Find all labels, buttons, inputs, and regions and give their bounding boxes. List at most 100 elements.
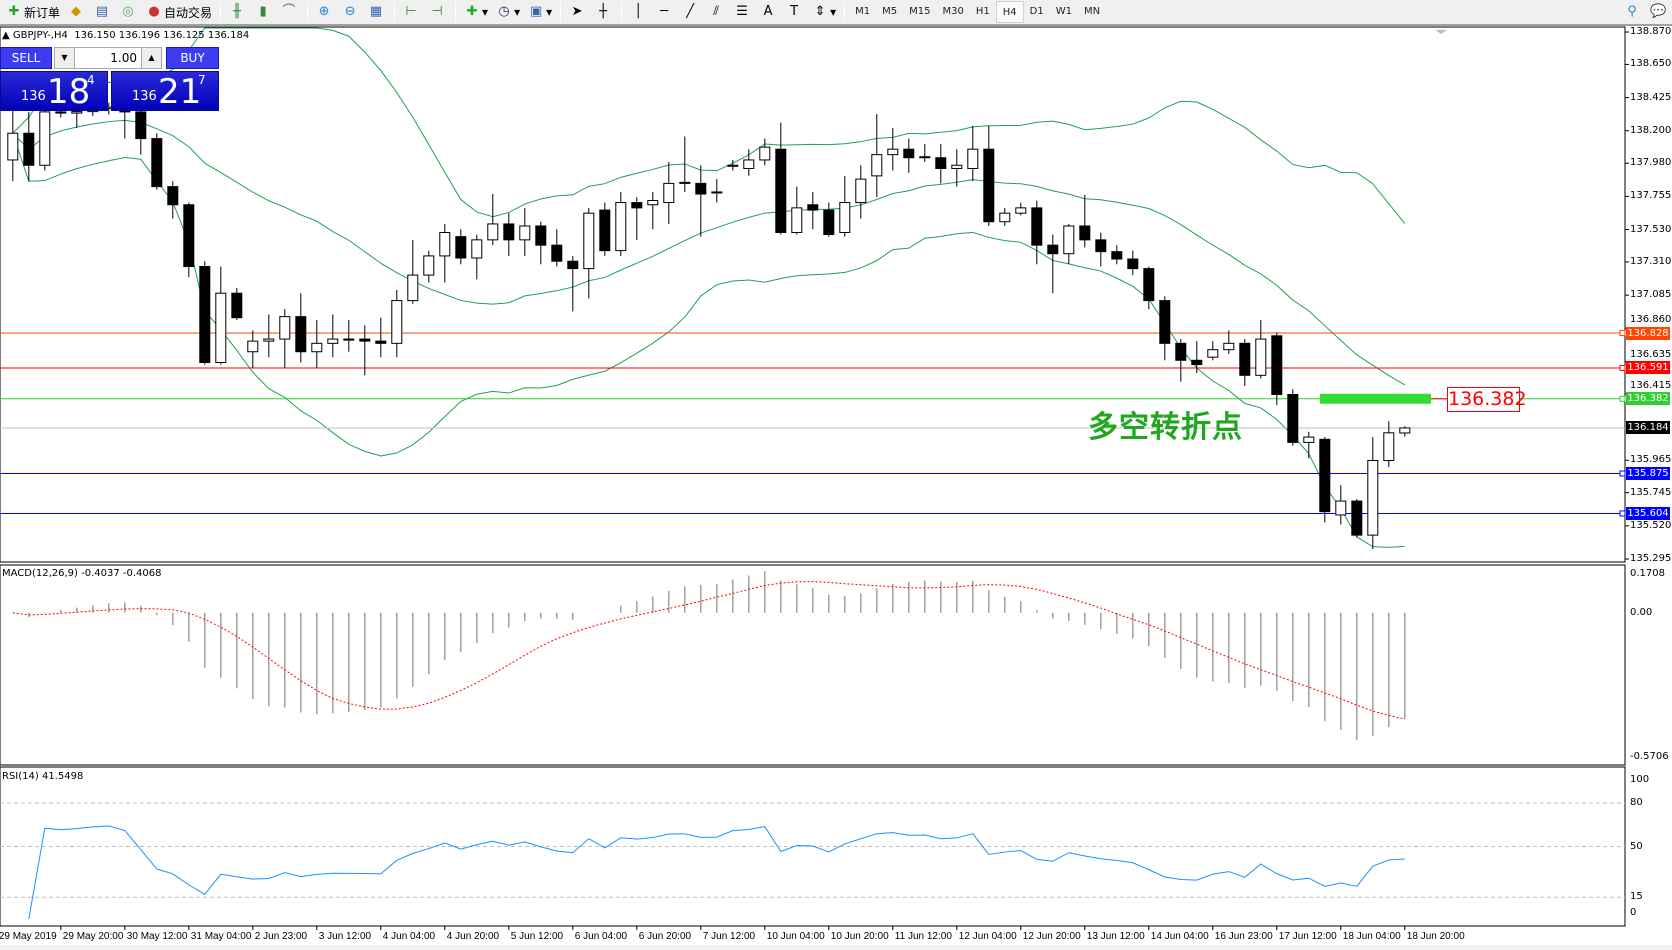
text-button[interactable]: A	[756, 1, 782, 23]
autoscroll-button[interactable]: ⊣	[425, 1, 451, 23]
arrows-icon: ⇕	[814, 4, 826, 19]
sell-button[interactable]: SELL	[0, 47, 52, 69]
search-button[interactable]: ⚲	[1620, 1, 1646, 23]
chat-icon: 💬	[1650, 4, 1667, 19]
new-order-button[interactable]: ✚ 新订单	[2, 1, 64, 23]
periods-button[interactable]: ◷ ▾	[492, 1, 524, 23]
auto-trading-button[interactable]: ● 自动交易	[142, 1, 216, 23]
candle-body	[1383, 432, 1395, 462]
time-label: 5 Jun 12:00	[510, 931, 564, 942]
tile-windows-icon: ▦	[369, 4, 383, 19]
time-label: 3 Jun 12:00	[318, 931, 372, 942]
fibonacci-button[interactable]: ☰	[730, 1, 756, 23]
price-tick-label: 138.650	[1630, 58, 1672, 70]
candle	[1207, 341, 1219, 361]
candle-body	[311, 342, 323, 353]
lot-increase-button[interactable]: ▲	[141, 48, 161, 68]
candle-body	[1159, 300, 1171, 344]
candle	[775, 122, 787, 235]
candle	[903, 138, 915, 173]
timeframe-m5[interactable]: M5	[882, 6, 898, 17]
separator	[621, 2, 623, 22]
auto-trading-label: 自动交易	[164, 5, 213, 20]
timeframe-w1[interactable]: W1	[1055, 6, 1072, 17]
lot-size-input[interactable]: ▼ 1.00 ▲	[54, 47, 162, 69]
candle-body	[167, 186, 179, 206]
line-chart-button[interactable]: ⌒	[277, 1, 303, 23]
ask-fraction: 7	[198, 73, 206, 87]
candle-body	[935, 157, 947, 170]
candle-body	[775, 148, 787, 233]
timeframe-h4[interactable]: H4	[995, 1, 1024, 23]
lot-decrease-button[interactable]: ▼	[55, 48, 75, 68]
candle-body	[631, 202, 643, 209]
navigator-button[interactable]: ◆	[64, 1, 90, 23]
bid-fraction: 4	[87, 73, 95, 87]
candle-body	[71, 111, 83, 114]
tile-windows-button[interactable]: ▦	[364, 1, 390, 23]
chart-area[interactable]	[0, 26, 1672, 950]
time-label: 2 Jun 23:00	[254, 931, 308, 942]
ask-price-button[interactable]: 136 21 7	[111, 71, 219, 111]
candle	[855, 165, 867, 219]
candle	[519, 207, 531, 256]
candle	[631, 197, 643, 240]
timeframe-d1[interactable]: D1	[1029, 6, 1044, 17]
candle	[263, 314, 275, 358]
indicators-button[interactable]: ✚ ▾	[460, 1, 492, 23]
text-label-button[interactable]: T	[782, 1, 808, 23]
candlestick-icon: ▮	[259, 4, 267, 19]
timeframe-m30[interactable]: M30	[942, 6, 964, 17]
candle	[983, 125, 995, 226]
candle	[343, 319, 355, 352]
bar-chart-button[interactable]: ╫	[225, 1, 251, 23]
zoom-out-button[interactable]: ⊖	[338, 1, 364, 23]
current-price-label: 136.184	[1626, 421, 1670, 435]
candle-body	[359, 338, 371, 342]
timeframe-m1[interactable]: M1	[855, 6, 871, 17]
vertical-line-button[interactable]: │	[626, 1, 652, 23]
timeframe-mn[interactable]: MN	[1083, 6, 1101, 17]
candle-body	[1207, 349, 1219, 358]
candle-body	[871, 154, 883, 177]
candle	[231, 287, 243, 320]
candle-body	[1015, 207, 1027, 214]
candle	[135, 106, 147, 155]
rsi-tick-label: 100	[1630, 774, 1650, 785]
market-watch-button[interactable]: ▤	[90, 1, 116, 23]
equidistant-channel-button[interactable]: ⫽	[704, 1, 730, 23]
crosshair-icon: ┼	[599, 4, 608, 19]
candle-body	[519, 225, 531, 241]
candle-body	[1127, 258, 1139, 270]
candle-body	[7, 132, 19, 161]
candle	[791, 186, 803, 235]
lot-value[interactable]: 1.00	[110, 51, 137, 65]
arrows-button[interactable]: ⇕ ▾	[808, 1, 840, 23]
timeframe-h1[interactable]: H1	[975, 6, 990, 17]
zoom-in-button[interactable]: ⊕	[312, 1, 338, 23]
templates-button[interactable]: ▣ ▾	[529, 4, 553, 19]
candle	[935, 143, 947, 184]
candle-body	[487, 223, 499, 241]
horizontal-line-button[interactable]: ─	[652, 1, 678, 23]
candle	[503, 213, 515, 256]
candle	[1031, 200, 1043, 265]
chart-shift-button[interactable]: ⊢	[399, 1, 425, 23]
bollinger-upper-band	[12, 27, 1406, 224]
candle-body	[647, 199, 659, 206]
price-line-label: 135.604	[1626, 506, 1670, 520]
candle	[679, 136, 691, 192]
signals-button[interactable]: ◎	[116, 1, 142, 23]
candle-body	[839, 202, 851, 233]
chat-button[interactable]: 💬	[1646, 1, 1672, 23]
bid-price-button[interactable]: 136 18 4	[0, 71, 108, 111]
buy-button[interactable]: BUY	[166, 47, 219, 69]
crosshair-button[interactable]: ┼	[591, 1, 617, 23]
timeframe-m15[interactable]: M15	[909, 6, 931, 17]
candle-body	[215, 292, 227, 363]
candle	[1223, 330, 1235, 354]
cursor-button[interactable]: ➤	[565, 1, 591, 23]
candlestick-button[interactable]: ▮	[251, 1, 277, 23]
trendline-button[interactable]: ╱	[678, 1, 704, 23]
candle-body	[983, 148, 995, 223]
